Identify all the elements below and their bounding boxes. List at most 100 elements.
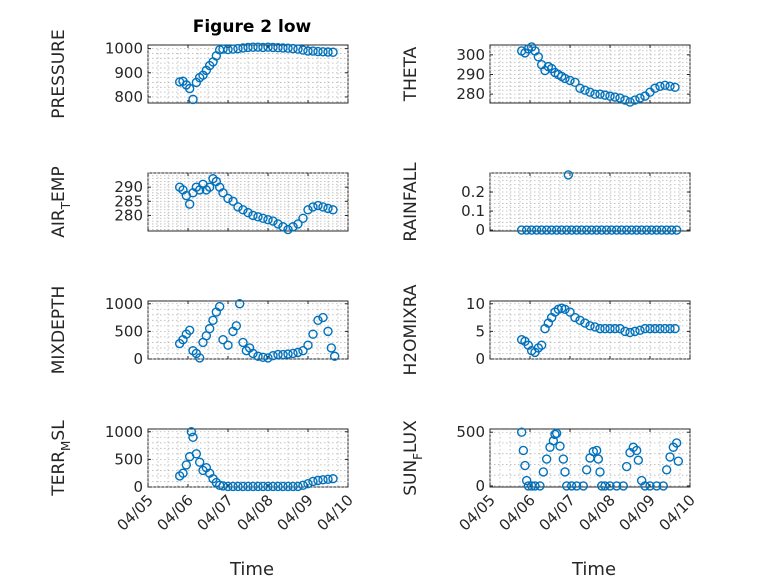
- y-tick-label: 0: [475, 350, 485, 368]
- y-tick-label: 0: [475, 221, 485, 239]
- data-point: [605, 91, 615, 101]
- data-point: [560, 467, 570, 477]
- data-point: [630, 326, 640, 337]
- data-point: [253, 42, 263, 52]
- data-point: [228, 196, 238, 206]
- data-point: [660, 80, 670, 91]
- y-axis-label-part: EMP: [49, 166, 69, 202]
- data-point: [570, 312, 580, 323]
- data-point: [580, 318, 590, 328]
- data-point: [671, 438, 682, 448]
- data-point: [194, 457, 205, 467]
- y-tick-label: 285: [114, 192, 143, 210]
- data-point: [258, 213, 268, 223]
- y-tick-label: 800: [114, 88, 143, 106]
- y-axis-label-subscript: F: [411, 453, 425, 460]
- data-point: [563, 170, 574, 180]
- data-point: [655, 323, 665, 334]
- data-point: [223, 44, 233, 55]
- data-point: [610, 92, 620, 102]
- data-point: [231, 321, 242, 331]
- data-point: [591, 225, 602, 235]
- y-axis-label-part: SL: [49, 420, 69, 441]
- data-point: [243, 481, 253, 492]
- data-point: [318, 312, 328, 323]
- data-point: [218, 188, 228, 198]
- data-point: [666, 225, 677, 235]
- data-point: [194, 353, 205, 363]
- x-tick-label: 04/07: [194, 491, 237, 534]
- data-point: [233, 481, 243, 492]
- data-point: [601, 225, 612, 235]
- data-point: [571, 225, 582, 235]
- y-axis-label: H2OMIXRA: [401, 284, 421, 375]
- data-point: [234, 299, 245, 309]
- data-point: [191, 449, 202, 459]
- data-point: [621, 461, 632, 472]
- data-point: [526, 225, 537, 235]
- y-axis-label: PRESSURE: [49, 29, 69, 118]
- data-point: [248, 481, 258, 492]
- data-point: [273, 349, 283, 360]
- subplot-4: 00.10.2 RAINFALL: [401, 162, 691, 242]
- data-point: [268, 481, 278, 492]
- data-point: [546, 225, 557, 235]
- data-point: [243, 42, 253, 53]
- y-tick-label: 290: [114, 178, 143, 196]
- data-point: [308, 202, 318, 212]
- data-point: [576, 225, 587, 235]
- x-tick-label: 04/06: [496, 491, 539, 534]
- data-point: [626, 225, 637, 235]
- data-point: [595, 467, 605, 477]
- data-point: [571, 481, 582, 491]
- data-point: [660, 323, 670, 334]
- data-point: [630, 95, 640, 105]
- data-point: [536, 225, 547, 235]
- x-tick-label: 04/08: [234, 491, 277, 534]
- y-tick-label: 1000: [105, 40, 143, 58]
- data-point: [313, 200, 323, 211]
- data-point: [575, 315, 585, 326]
- x-tick-label: 04/05: [114, 491, 157, 534]
- data-point: [318, 475, 328, 485]
- data-point: [263, 481, 273, 492]
- data-point: [323, 474, 333, 484]
- y-tick-label: 290: [456, 65, 485, 83]
- y-axis-label-part: RAINFALL: [401, 162, 421, 242]
- data-point: [575, 83, 585, 93]
- data-point: [661, 225, 672, 235]
- y-tick-label: 0: [133, 350, 143, 368]
- data-point: [566, 225, 577, 235]
- x-axis-label-left: Time: [229, 559, 274, 580]
- data-point: [283, 481, 293, 492]
- data-point: [293, 44, 303, 54]
- data-point: [233, 202, 243, 212]
- data-point: [298, 213, 308, 223]
- data-point: [600, 481, 610, 491]
- data-point: [218, 44, 228, 54]
- data-point: [550, 429, 560, 440]
- y-tick-label: 5: [475, 322, 485, 340]
- data-point: [593, 454, 604, 464]
- data-point: [263, 42, 273, 52]
- y-tick-label: 0.2: [461, 183, 485, 201]
- data-point: [218, 481, 228, 491]
- data-point: [640, 481, 650, 491]
- data-point: [328, 474, 338, 484]
- data-point: [620, 326, 630, 337]
- data-point: [521, 225, 532, 235]
- data-point: [541, 225, 552, 235]
- data-point: [600, 323, 610, 334]
- y-axis-label: RAINFALL: [401, 162, 421, 242]
- data-point: [288, 481, 298, 492]
- data-point: [233, 43, 243, 54]
- data-point: [326, 343, 337, 353]
- data-point: [671, 225, 682, 235]
- data-point: [645, 481, 655, 491]
- data-point: [293, 481, 303, 492]
- data-point: [560, 73, 570, 84]
- y-tick-label: 0: [133, 478, 143, 496]
- data-point: [635, 325, 645, 335]
